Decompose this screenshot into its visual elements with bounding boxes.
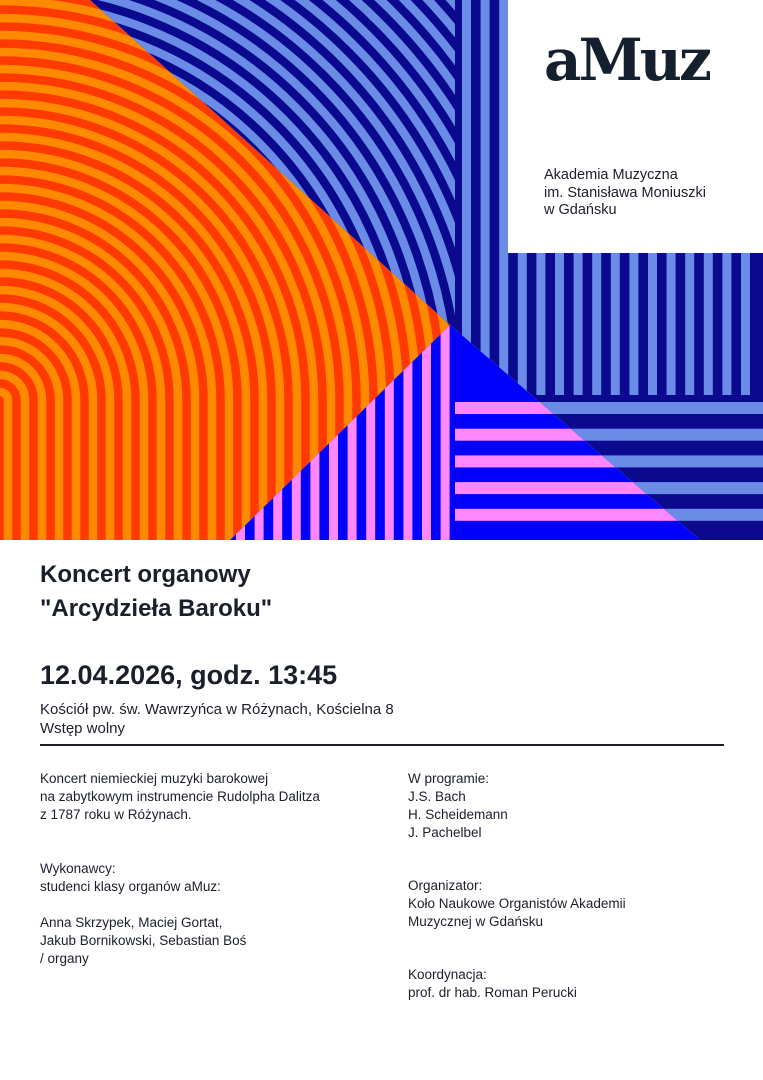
arc <box>0 370 30 540</box>
coordination-label: Koordynacja: <box>408 967 487 982</box>
stripe <box>403 325 413 540</box>
text-line: prof. dr hab. Roman Perucki <box>408 985 577 1000</box>
institution-line: Akademia Muzyczna <box>544 167 678 183</box>
stripe <box>440 325 450 540</box>
text-line: Muzycznej w Gdańsku <box>408 914 544 929</box>
arc <box>90 0 455 540</box>
arc <box>0 115 285 540</box>
arc <box>0 64 336 540</box>
coordination: Koordynacja: prof. dr hab. Roman Perucki <box>408 966 577 1002</box>
arc <box>0 166 234 540</box>
institution-name: Akademia Muzyczna im. Stanisława Moniusz… <box>544 167 706 220</box>
arc <box>0 98 302 540</box>
text-line: studenci klasy organów aMuz: <box>40 879 221 894</box>
stripe <box>455 508 700 521</box>
text-line: / organy <box>40 951 89 966</box>
divider <box>40 744 724 746</box>
institution-line: im. Stanisława Moniuszki <box>544 184 706 201</box>
stripe <box>499 0 509 395</box>
composer: H. Scheidemann <box>408 807 508 822</box>
arc <box>0 234 166 540</box>
title-line: "Arcydzieła Baroku" <box>40 595 273 622</box>
event-title: Koncert organowy "Arcydzieła Baroku" <box>40 558 272 626</box>
admission: Wstęp wolny <box>40 720 126 737</box>
composer: J. Pachelbel <box>408 825 482 840</box>
stripe <box>422 325 431 540</box>
stripe <box>480 0 490 395</box>
event-datetime: 12.04.2026, godz. 13:45 <box>40 660 338 690</box>
event-place: Kościół pw. św. Wawrzyńca w Różynach, Ko… <box>40 700 394 738</box>
text-line: Anna Skrzypek, Maciej Gortat, <box>40 915 223 930</box>
arc <box>0 200 200 540</box>
stripe <box>462 0 471 395</box>
arc <box>0 47 353 540</box>
program: W programie: J.S. Bach H. Scheidemann J.… <box>408 770 508 842</box>
arc <box>0 149 251 540</box>
amuz-logo: aMuz <box>544 26 712 94</box>
arc <box>0 132 268 540</box>
arc <box>0 336 64 540</box>
composer: J.S. Bach <box>408 789 466 804</box>
text-line: na zabytkowym instrumencie Rudolpha Dali… <box>40 789 320 804</box>
stripe <box>347 325 357 540</box>
arc <box>0 302 98 540</box>
arc <box>90 0 455 540</box>
venue: Kościół pw. św. Wawrzyńca w Różynach, Ko… <box>40 701 394 718</box>
arc <box>90 0 455 540</box>
text-line: Jakub Bornikowski, Sebastian Boś <box>40 933 247 948</box>
arc <box>0 183 217 540</box>
arc <box>90 0 455 540</box>
arc <box>0 251 149 540</box>
arc <box>0 217 183 540</box>
stripe <box>384 325 394 540</box>
program-label: W programie: <box>408 771 490 786</box>
arc <box>0 387 13 540</box>
arc <box>0 319 81 540</box>
arc <box>90 0 455 540</box>
arc <box>0 285 115 540</box>
text-line: Koło Naukowe Organistów Akademii <box>408 896 626 911</box>
performers-label: Wykonawcy: <box>40 861 116 876</box>
organizer: Organizator: Koło Naukowe Organistów Aka… <box>408 877 626 931</box>
description: Koncert niemieckiej muzyki barokowej na … <box>40 770 320 824</box>
arc <box>0 353 47 540</box>
text-line: Koncert niemieckiej muzyki barokowej <box>40 771 269 786</box>
text-line: z 1787 roku w Różynach. <box>40 807 192 822</box>
stripe <box>366 325 376 540</box>
organizer-label: Organizator: <box>408 878 483 893</box>
logo-box: aMuz Akademia Muzyczna im. Stanisława Mo… <box>508 0 763 253</box>
institution-line: w Gdańsku <box>544 202 617 218</box>
arc <box>90 0 455 540</box>
arc <box>90 0 455 540</box>
arc <box>90 0 455 540</box>
performers: Wykonawcy: studenci klasy organów aMuz: … <box>40 860 246 968</box>
title-line: Koncert organowy <box>40 561 251 588</box>
spacer <box>40 896 246 914</box>
arc <box>0 81 319 540</box>
arc <box>0 268 132 540</box>
